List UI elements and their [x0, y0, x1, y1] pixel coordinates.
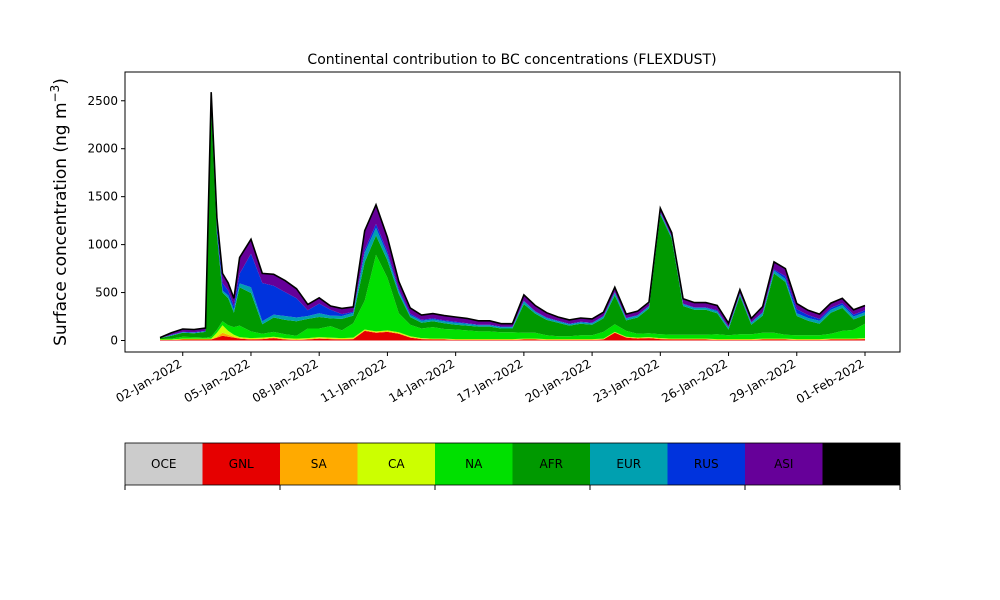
area-rus — [160, 99, 865, 339]
area-afr — [160, 106, 865, 340]
legend-label-ca: CA — [388, 457, 405, 471]
legend-swatch-rus — [667, 443, 745, 485]
y-ticks: 0 500 1000 1500 2000 2500 — [87, 94, 125, 347]
area-gnl — [160, 330, 865, 341]
x-tick-label: 23-Jan-2022 — [591, 356, 662, 405]
x-tick-label: 08-Jan-2022 — [250, 356, 321, 405]
area-series-group — [160, 92, 865, 341]
x-tick-label: 11-Jan-2022 — [318, 356, 389, 405]
x-tick-label: 26-Jan-2022 — [659, 356, 730, 405]
legend-label-oce: OCE — [151, 457, 176, 471]
legend-frame — [124, 442, 901, 486]
y-tick-label: 2500 — [87, 94, 118, 108]
legend-swatch-oce — [125, 443, 203, 485]
legend-label-gnl: GNL — [229, 457, 254, 471]
total-line — [159, 92, 866, 339]
y-tick-label: 1000 — [87, 238, 118, 252]
legend-label-eur: EUR — [616, 457, 641, 471]
legend-label-asi: ASI — [774, 457, 793, 471]
x-tick-label: 20-Jan-2022 — [523, 356, 594, 405]
legend-swatch-asi — [745, 443, 823, 485]
x-tick-label: 14-Jan-2022 — [386, 356, 457, 405]
legend-label-afr: AFR — [540, 457, 563, 471]
x-tick-label: 02-Jan-2022 — [113, 356, 184, 405]
legend-swatch-afr — [512, 443, 590, 485]
x-ticks: 02-Jan-202205-Jan-202208-Jan-202211-Jan-… — [113, 352, 867, 406]
y-axis-label-exponent: −3 — [48, 85, 62, 103]
plot-frame — [124, 71, 901, 353]
y-tick-label: 1500 — [87, 190, 118, 204]
y-tick-label: 0 — [110, 333, 118, 347]
legend-label-rus: RUS — [694, 457, 719, 471]
x-tick-label: 01-Feb-2022 — [794, 356, 867, 406]
y-axis-label-close: ) — [51, 78, 71, 85]
legend-swatch-aus — [822, 443, 900, 485]
legend-swatch-na — [435, 443, 513, 485]
legend-swatch-ca — [357, 443, 435, 485]
legend-bar: OCE GNL SA CA NA AFR EUR RUS ASI AUS — [124, 442, 901, 490]
x-tick-label: 05-Jan-2022 — [182, 356, 253, 405]
y-axis-label-main: Surface concentration (ng m — [51, 102, 71, 345]
y-tick-label: 500 — [95, 286, 118, 300]
legend-swatch-sa — [280, 443, 358, 485]
legend-swatch-eur — [590, 443, 668, 485]
y-tick-label: 2000 — [87, 142, 118, 156]
legend-swatch-gnl — [202, 443, 280, 485]
chart-title: Continental contribution to BC concentra… — [307, 52, 716, 68]
x-tick-label: 29-Jan-2022 — [727, 356, 798, 405]
total-line-group — [159, 92, 866, 339]
y-axis-label: Surface concentration (ng m−3) — [48, 78, 71, 346]
legend-label-sa: SA — [311, 457, 328, 471]
legend-label-aus: AUS — [849, 457, 874, 471]
x-tick-label: 17-Jan-2022 — [455, 356, 526, 405]
area-na — [160, 254, 865, 340]
legend-label-na: NA — [465, 457, 483, 471]
